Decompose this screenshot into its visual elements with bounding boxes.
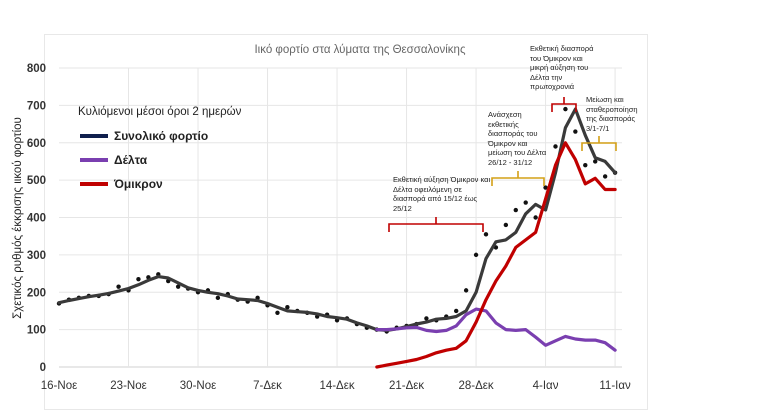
- y-tick-label: 600: [27, 138, 46, 150]
- series-line-omicron: [375, 141, 617, 369]
- y-tick-label: 700: [27, 100, 46, 112]
- raw-data-point: [503, 222, 509, 228]
- y-tick-label: 0: [40, 362, 46, 374]
- bracket-containment: [491, 171, 545, 186]
- y-tick-label: 400: [27, 213, 46, 225]
- raw-data-point: [463, 288, 469, 293]
- legend-label: Δέλτα: [114, 153, 148, 167]
- x-tick-label: 4-Ιαν: [533, 380, 559, 392]
- raw-data-point: [583, 162, 588, 168]
- annotation-decrease: Μείωση και σταθεροποίηση της διασποράς 3…: [586, 95, 638, 133]
- raw-data-point: [553, 144, 558, 149]
- x-tick-label: 21-Δεκ: [389, 380, 424, 392]
- legend-swatch: [80, 182, 108, 186]
- y-tick-label: 500: [27, 175, 46, 187]
- x-tick-label: 11-Ιαν: [599, 380, 631, 392]
- bracket-new-year: [551, 97, 577, 112]
- raw-data-point: [424, 316, 429, 321]
- raw-data-point: [285, 305, 290, 310]
- raw-data-point: [563, 106, 568, 112]
- chart-title: Ιικό φορτίο στα λύματα της Θεσσαλονίκης: [254, 44, 466, 56]
- raw-data-point: [593, 159, 598, 164]
- raw-data-point: [483, 232, 489, 237]
- legend-entry-omicron: Όμικρον: [80, 177, 163, 191]
- raw-data-point: [136, 276, 141, 282]
- legend-label: Συνολικό φορτίο: [114, 129, 209, 143]
- x-tick-label: 7-Δεκ: [253, 380, 282, 392]
- legend-swatch: [80, 158, 108, 162]
- y-tick-label: 200: [27, 287, 46, 299]
- y-tick-label: 100: [27, 325, 46, 337]
- bracket-exponential-rise: [388, 217, 484, 232]
- raw-data-point: [543, 185, 548, 190]
- x-tick-label: 23-Νοε: [110, 380, 146, 392]
- legend-swatch: [80, 134, 108, 138]
- x-tick-label: 14-Δεκ: [319, 380, 354, 392]
- x-tick-label: 16-Νοε: [41, 380, 77, 392]
- raw-data-point: [602, 174, 608, 179]
- annotation-new-year: Εκθετική διασπορά του Όμικρον και μικρή …: [530, 44, 594, 91]
- raw-data-point: [533, 215, 538, 220]
- legend-label: Όμικρον: [114, 177, 163, 191]
- y-tick-label: 800: [27, 63, 46, 75]
- raw-data-point: [473, 252, 479, 258]
- x-tick-label: 28-Δεκ: [458, 380, 493, 392]
- annotation-containment: Ανάσχεση εκθετικής διασποράς του Όμικρον…: [488, 110, 547, 167]
- raw-data-point: [175, 284, 181, 289]
- series-line-total: [57, 107, 617, 332]
- chart-frame: [44, 34, 648, 410]
- annotation-exponential-rise: Εκθετική αύξηση Όμικρον και Δέλτα οφειλό…: [393, 175, 491, 213]
- series-line-delta: [375, 307, 617, 352]
- legend-title: Κυλιόμενοι μέσοι όροι 2 ημερών: [78, 106, 242, 118]
- x-tick-label: 30-Νοε: [180, 380, 216, 392]
- legend-entry-total: Συνολικό φορτίο: [80, 129, 208, 143]
- raw-data-point: [215, 295, 221, 301]
- y-tick-label: 300: [27, 250, 46, 262]
- raw-data-point: [275, 310, 280, 316]
- raw-data-point: [573, 129, 578, 134]
- bracket-decrease: [581, 136, 617, 151]
- raw-data-point: [454, 308, 459, 314]
- raw-data-point: [523, 200, 528, 205]
- raw-data-point: [116, 284, 121, 289]
- legend-entry-delta: Δέλτα: [80, 153, 147, 167]
- raw-data-point: [513, 207, 518, 213]
